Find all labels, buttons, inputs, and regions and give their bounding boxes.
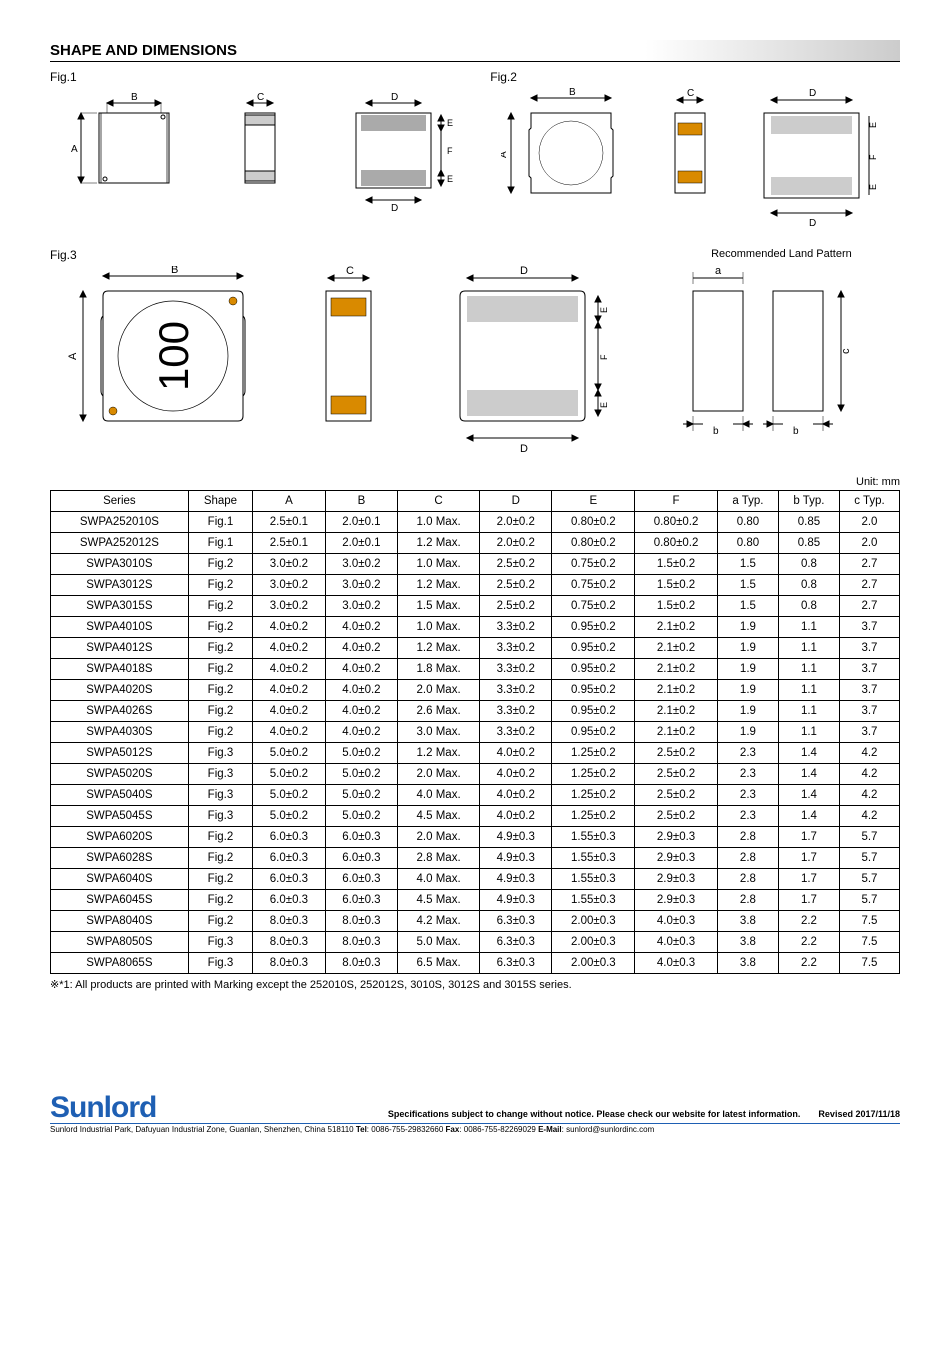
svg-text:D: D [520,443,528,455]
svg-text:E: E [447,174,453,184]
svg-text:C: C [687,88,694,99]
table-row: SWPA5040SFig.35.0±0.25.0±0.24.0 Max.4.0±… [51,785,900,806]
svg-text:D: D [520,266,528,277]
fig1-bottom-view: D D E F E [341,88,461,218]
table-row: SWPA4020SFig.24.0±0.24.0±0.22.0 Max.3.3±… [51,680,900,701]
svg-text:B: B [171,266,178,276]
table-row: SWPA252012SFig.12.5±0.12.0±0.11.2 Max.2.… [51,533,900,554]
fig3-top-view: 100 A B [68,266,258,436]
unit-label: Unit: mm [50,476,900,488]
svg-text:E: E [599,307,609,313]
svg-text:A: A [68,352,79,360]
svg-text:F: F [447,146,453,156]
table-row: SWPA4026SFig.24.0±0.24.0±0.22.6 Max.3.3±… [51,701,900,722]
fig3-side-view: C [301,266,391,436]
table-row: SWPA3012SFig.23.0±0.23.0±0.21.2 Max.2.5±… [51,575,900,596]
table-header: D [479,491,552,512]
table-header: b Typ. [778,491,839,512]
table-row: SWPA5045SFig.35.0±0.25.0±0.24.5 Max.4.0±… [51,806,900,827]
footer-spec-text: Specifications subject to change without… [166,1107,900,1120]
svg-text:D: D [391,203,398,214]
svg-text:E: E [599,402,609,408]
section-title: SHAPE AND DIMENSIONS [50,40,900,62]
fig2-bottom-view: D D E F E [749,88,889,233]
svg-text:B: B [131,92,138,103]
land-pattern-label: Recommended Land Pattern [663,248,900,260]
svg-text:b: b [793,426,799,437]
table-row: SWPA252010SFig.12.5±0.12.0±0.11.0 Max.2.… [51,512,900,533]
table-header: B [325,491,398,512]
table-row: SWPA4010SFig.24.0±0.24.0±0.21.0 Max.3.3±… [51,617,900,638]
svg-text:D: D [809,88,816,99]
land-pattern-diagram: a b b c [663,266,863,441]
footer: Sunlord Specifications subject to change… [50,1091,900,1134]
table-row: SWPA5012SFig.35.0±0.25.0±0.21.2 Max.4.0±… [51,743,900,764]
table-row: SWPA6040SFig.26.0±0.36.0±0.34.0 Max.4.9±… [51,869,900,890]
table-header: E [552,491,635,512]
table-row: SWPA4030SFig.24.0±0.24.0±0.23.0 Max.3.3±… [51,722,900,743]
svg-text:E: E [447,118,453,128]
fig1-side-view: C [225,88,295,198]
table-header: F [635,491,718,512]
svg-text:C: C [257,92,264,103]
figures-row-2: Fig.3 100 A B [50,248,900,461]
svg-text:b: b [713,426,719,437]
fig3-label: Fig.3 [50,248,643,262]
table-row: SWPA8065SFig.38.0±0.38.0±0.36.5 Max.6.3±… [51,953,900,974]
table-header: C [398,491,480,512]
table-row: SWPA6045SFig.26.0±0.36.0±0.34.5 Max.4.9±… [51,890,900,911]
table-header: A [253,491,326,512]
table-row: SWPA3010SFig.23.0±0.23.0±0.21.0 Max.2.5±… [51,554,900,575]
footnote: ※*1: All products are printed with Marki… [50,978,900,991]
svg-text:E: E [868,184,878,190]
svg-text:D: D [809,218,816,229]
figures-row-1: Fig.1 A B [50,70,900,233]
fig1-label: Fig.1 [50,70,480,84]
table-row: SWPA4018SFig.24.0±0.24.0±0.21.8 Max.3.3±… [51,659,900,680]
table-header: Shape [188,491,252,512]
svg-text:a: a [715,266,722,277]
logo: Sunlord [50,1091,156,1125]
fig2-side-view: C [660,88,720,208]
svg-text:A: A [501,151,509,158]
table-header: a Typ. [717,491,778,512]
footer-address: Sunlord Industrial Park, Dafuyuan Indust… [50,1123,900,1134]
svg-text:F: F [599,354,609,360]
svg-text:C: C [346,266,354,277]
fig1-top-view: A B [69,88,179,198]
fig2-top-view: A B [501,88,631,208]
table-header-row: SeriesShapeABCDEFa Typ.b Typ.c Typ. [51,491,900,512]
svg-text:B: B [569,88,576,98]
dimensions-table: SeriesShapeABCDEFa Typ.b Typ.c Typ. SWPA… [50,490,900,974]
svg-text:A: A [71,144,78,155]
svg-text:D: D [391,92,398,103]
table-header: Series [51,491,189,512]
fig3-bottom-view: D D E F E [435,266,625,461]
table-row: SWPA8050SFig.38.0±0.38.0±0.35.0 Max.6.3±… [51,932,900,953]
fig2-label: Fig.2 [490,70,900,84]
table-row: SWPA3015SFig.23.0±0.23.0±0.21.5 Max.2.5±… [51,596,900,617]
table-header: c Typ. [839,491,899,512]
table-row: SWPA6020SFig.26.0±0.36.0±0.32.0 Max.4.9±… [51,827,900,848]
table-row: SWPA5020SFig.35.0±0.25.0±0.22.0 Max.4.0±… [51,764,900,785]
svg-text:c: c [840,348,852,354]
svg-text:100: 100 [150,321,197,391]
svg-text:F: F [868,154,878,160]
table-row: SWPA6028SFig.26.0±0.36.0±0.32.8 Max.4.9±… [51,848,900,869]
table-row: SWPA4012SFig.24.0±0.24.0±0.21.2 Max.3.3±… [51,638,900,659]
svg-text:E: E [868,122,878,128]
table-row: SWPA8040SFig.28.0±0.38.0±0.34.2 Max.6.3±… [51,911,900,932]
